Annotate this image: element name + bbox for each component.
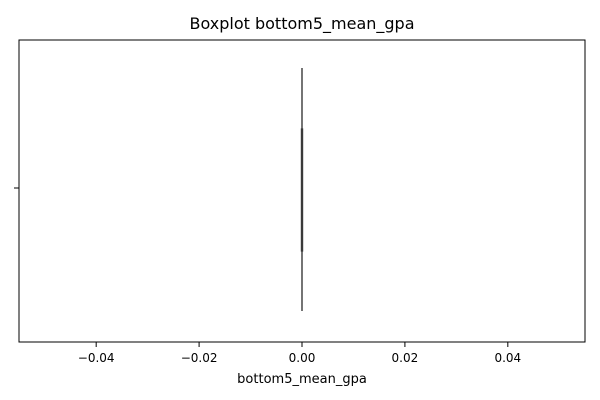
x-axis-ticks: −0.04 −0.02 0.00 0.02 0.04 — [78, 342, 521, 365]
x-axis-label: bottom5_mean_gpa — [237, 372, 367, 387]
x-tick-label: −0.02 — [181, 351, 218, 365]
x-tick-label: 0.00 — [289, 351, 316, 365]
box-group — [300, 68, 304, 311]
x-tick-label: 0.02 — [392, 351, 419, 365]
x-tick-label: −0.04 — [78, 351, 115, 365]
x-tick-label: 0.04 — [494, 351, 521, 365]
chart-title: Boxplot bottom5_mean_gpa — [189, 14, 414, 34]
